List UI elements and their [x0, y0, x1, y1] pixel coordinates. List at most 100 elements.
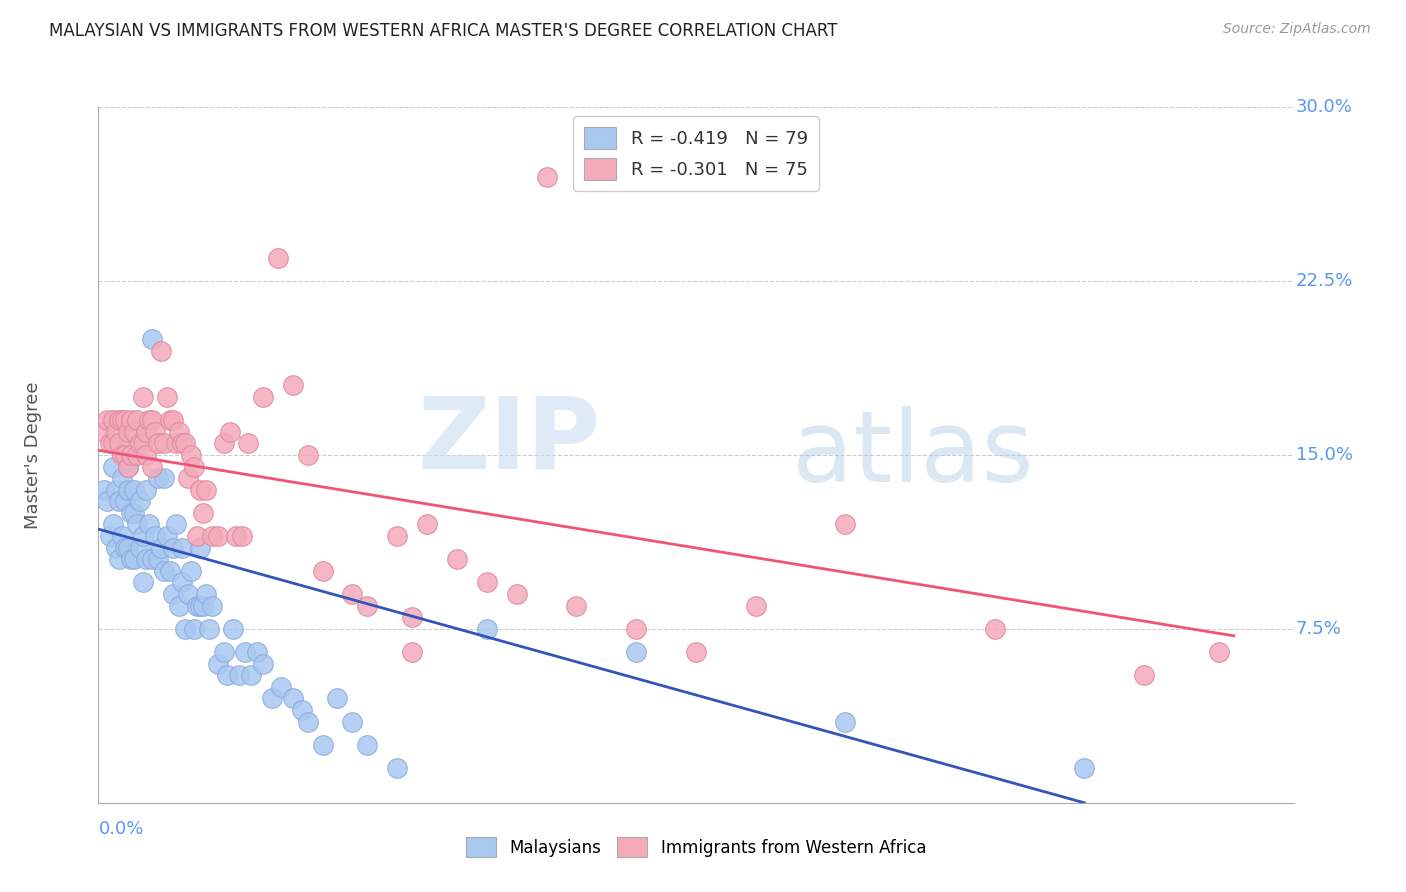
Point — [385, 761, 409, 775]
Point — [156, 390, 179, 404]
Point — [143, 425, 166, 439]
Point — [260, 691, 283, 706]
Point — [141, 459, 163, 474]
Point — [96, 413, 118, 427]
Point — [135, 552, 157, 566]
Point — [252, 390, 274, 404]
Point — [114, 448, 136, 462]
Point — [117, 459, 139, 474]
Point — [105, 425, 128, 439]
Point — [194, 483, 218, 497]
Point — [138, 413, 160, 427]
Point — [159, 413, 181, 427]
Point — [108, 413, 131, 427]
Point — [281, 691, 304, 706]
Point — [114, 541, 136, 555]
Point — [114, 494, 136, 508]
Point — [108, 436, 131, 450]
Point — [207, 529, 229, 543]
Point — [127, 413, 149, 427]
Point — [165, 517, 187, 532]
Point — [180, 448, 202, 462]
Point — [834, 517, 856, 532]
Point — [124, 506, 146, 520]
Point — [311, 738, 333, 752]
Point — [117, 483, 139, 497]
Point — [281, 378, 304, 392]
Point — [267, 251, 290, 265]
Point — [127, 517, 149, 532]
Point — [297, 714, 319, 729]
Point — [96, 494, 118, 508]
Point — [156, 529, 179, 543]
Point — [172, 541, 194, 555]
Point — [124, 552, 146, 566]
Point — [1073, 761, 1095, 775]
Text: Master's Degree: Master's Degree — [24, 381, 42, 529]
Point — [834, 714, 856, 729]
Point — [105, 483, 128, 497]
Point — [103, 413, 125, 427]
Point — [745, 599, 768, 613]
Point — [177, 587, 200, 601]
Text: 15.0%: 15.0% — [1296, 446, 1353, 464]
Point — [93, 425, 115, 439]
Point — [356, 738, 378, 752]
Point — [124, 483, 146, 497]
Point — [135, 425, 157, 439]
Point — [983, 622, 1005, 636]
Point — [143, 529, 166, 543]
Point — [148, 436, 170, 450]
Text: MALAYSIAN VS IMMIGRANTS FROM WESTERN AFRICA MASTER'S DEGREE CORRELATION CHART: MALAYSIAN VS IMMIGRANTS FROM WESTERN AFR… — [49, 22, 838, 40]
Point — [565, 599, 588, 613]
Point — [165, 436, 187, 450]
Point — [129, 541, 152, 555]
Point — [120, 506, 142, 520]
Point — [111, 413, 134, 427]
Point — [153, 564, 176, 578]
Text: 30.0%: 30.0% — [1296, 98, 1353, 116]
Point — [246, 645, 269, 659]
Point — [201, 599, 224, 613]
Point — [311, 564, 333, 578]
Point — [183, 622, 205, 636]
Point — [174, 622, 197, 636]
Text: 0.0%: 0.0% — [98, 821, 143, 838]
Text: ZIP: ZIP — [418, 392, 600, 490]
Point — [124, 425, 146, 439]
Point — [120, 413, 142, 427]
Point — [225, 529, 247, 543]
Point — [177, 471, 200, 485]
Point — [290, 703, 312, 717]
Point — [1208, 645, 1230, 659]
Point — [103, 436, 125, 450]
Point — [624, 622, 647, 636]
Point — [342, 714, 364, 729]
Point — [231, 529, 253, 543]
Point — [141, 413, 163, 427]
Point — [111, 448, 134, 462]
Point — [103, 459, 125, 474]
Point — [228, 668, 250, 682]
Point — [342, 587, 364, 601]
Point — [127, 448, 149, 462]
Text: Source: ZipAtlas.com: Source: ZipAtlas.com — [1223, 22, 1371, 37]
Point — [150, 343, 173, 358]
Point — [201, 529, 224, 543]
Point — [108, 494, 131, 508]
Point — [132, 529, 155, 543]
Point — [188, 599, 211, 613]
Point — [356, 599, 378, 613]
Point — [186, 599, 208, 613]
Point — [186, 529, 208, 543]
Point — [270, 680, 292, 694]
Point — [219, 425, 242, 439]
Point — [174, 436, 197, 450]
Point — [129, 494, 152, 508]
Point — [172, 575, 194, 590]
Point — [215, 668, 238, 682]
Point — [624, 645, 647, 659]
Point — [416, 517, 439, 532]
Point — [105, 541, 128, 555]
Point — [194, 587, 218, 601]
